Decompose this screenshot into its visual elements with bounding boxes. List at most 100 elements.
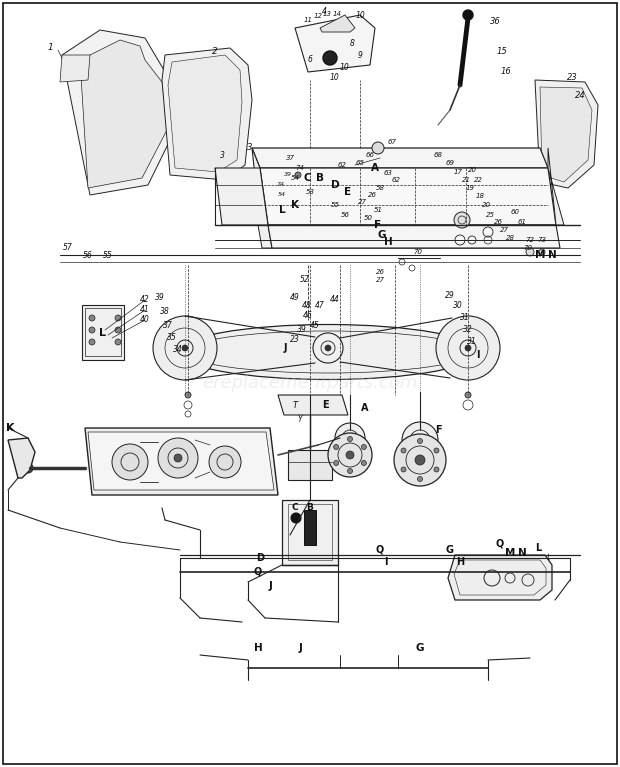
Circle shape (401, 448, 406, 453)
Text: 61: 61 (518, 219, 526, 225)
Polygon shape (80, 40, 168, 188)
Polygon shape (448, 555, 552, 600)
Polygon shape (168, 55, 242, 172)
Text: 16: 16 (500, 67, 512, 77)
Text: 74: 74 (276, 183, 284, 187)
Text: 46: 46 (303, 311, 313, 320)
Text: 17: 17 (453, 169, 463, 175)
Polygon shape (295, 15, 375, 72)
Circle shape (465, 392, 471, 398)
Text: K: K (291, 200, 299, 210)
Text: 37: 37 (163, 321, 173, 330)
Text: 15: 15 (497, 48, 507, 57)
Polygon shape (535, 80, 598, 188)
Circle shape (465, 345, 471, 351)
Polygon shape (278, 395, 348, 415)
Text: B: B (316, 173, 324, 183)
Polygon shape (320, 15, 355, 32)
Text: 74: 74 (296, 165, 304, 171)
Text: 27: 27 (358, 199, 366, 205)
Text: T: T (293, 400, 298, 410)
Circle shape (295, 172, 301, 178)
Circle shape (89, 339, 95, 345)
Text: D: D (330, 180, 339, 190)
Text: Y: Y (298, 416, 303, 424)
Text: 49: 49 (290, 294, 300, 302)
Bar (85, 308, 121, 356)
Text: 39: 39 (284, 173, 292, 177)
Text: H: H (456, 557, 464, 567)
Text: 42: 42 (140, 295, 150, 304)
Text: 35: 35 (167, 334, 177, 343)
Circle shape (394, 434, 446, 486)
Circle shape (323, 51, 337, 65)
Text: A: A (371, 163, 379, 173)
Text: I: I (384, 557, 388, 567)
Text: M: M (505, 548, 515, 558)
Text: 18: 18 (476, 193, 484, 199)
Text: 54: 54 (278, 193, 286, 197)
Text: 29: 29 (445, 291, 455, 299)
Polygon shape (88, 432, 274, 490)
Circle shape (209, 446, 241, 478)
Circle shape (454, 212, 470, 228)
Circle shape (434, 467, 439, 472)
Text: 14: 14 (332, 11, 342, 17)
Text: 69: 69 (446, 160, 454, 166)
Text: 70: 70 (414, 249, 422, 255)
Text: 4: 4 (322, 8, 327, 17)
Text: A: A (361, 403, 369, 413)
Text: 26: 26 (368, 192, 376, 198)
Text: 31: 31 (467, 337, 477, 347)
Text: 25: 25 (485, 212, 495, 218)
Circle shape (313, 333, 343, 363)
Circle shape (328, 433, 372, 477)
Text: 44: 44 (330, 295, 340, 304)
Text: 6: 6 (308, 55, 312, 64)
Text: I: I (476, 350, 480, 360)
Circle shape (334, 445, 339, 449)
Text: 23: 23 (567, 74, 577, 83)
Text: J: J (283, 343, 286, 353)
Text: E: E (322, 400, 329, 410)
Text: 67: 67 (388, 139, 397, 145)
Text: 47: 47 (315, 301, 325, 310)
Text: 68: 68 (433, 152, 443, 158)
Text: 2: 2 (212, 48, 218, 57)
Circle shape (463, 10, 473, 20)
Text: 10: 10 (355, 12, 365, 21)
Circle shape (347, 469, 353, 473)
Circle shape (417, 439, 422, 443)
Circle shape (347, 436, 353, 442)
Text: 66: 66 (366, 152, 374, 158)
Circle shape (415, 455, 425, 465)
Text: 72: 72 (526, 237, 534, 243)
Text: G: G (378, 230, 386, 240)
Circle shape (182, 345, 188, 351)
Text: 20: 20 (467, 167, 477, 173)
Text: L: L (99, 328, 107, 338)
Text: L: L (278, 205, 285, 215)
Text: H: H (254, 643, 262, 653)
Circle shape (361, 460, 366, 466)
Circle shape (526, 248, 534, 256)
Circle shape (434, 448, 439, 453)
Text: K: K (6, 423, 14, 433)
Text: Q: Q (496, 538, 504, 548)
Text: 28: 28 (505, 235, 515, 241)
Circle shape (372, 142, 384, 154)
Circle shape (158, 438, 198, 478)
Text: 41: 41 (140, 305, 150, 314)
Text: G: G (446, 545, 454, 555)
Circle shape (153, 316, 217, 380)
Text: 32: 32 (463, 325, 473, 334)
Text: 12: 12 (314, 13, 322, 19)
Polygon shape (268, 225, 560, 248)
Text: B: B (306, 503, 314, 512)
Text: 21: 21 (461, 177, 471, 183)
Circle shape (89, 327, 95, 333)
Text: E: E (345, 187, 352, 197)
Text: N: N (518, 548, 526, 558)
Text: 3: 3 (219, 150, 224, 160)
Text: 26: 26 (376, 269, 384, 275)
